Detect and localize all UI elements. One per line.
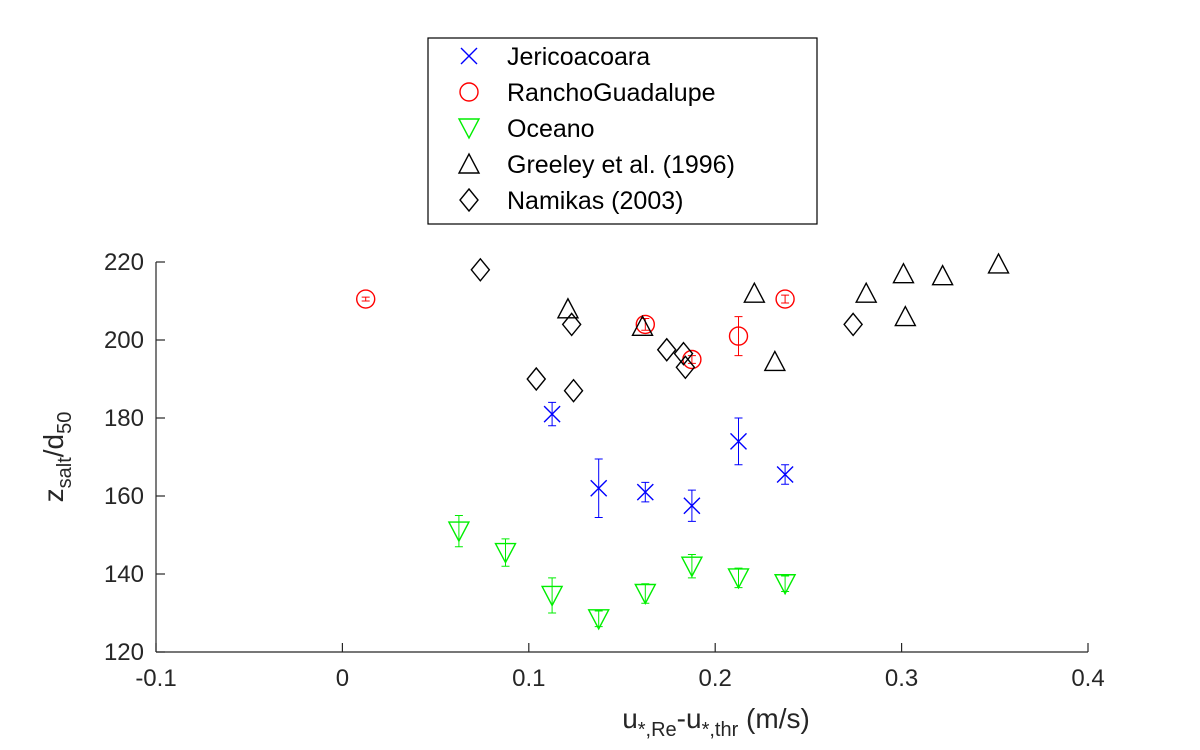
series-namikas-2003 xyxy=(470,257,864,403)
legend-marker xyxy=(459,82,479,102)
legend-label: Oceano xyxy=(507,115,595,143)
data-point xyxy=(673,341,694,366)
error-bar xyxy=(687,554,696,579)
data-point xyxy=(892,262,915,284)
series-ranchoguadalupe xyxy=(356,289,795,370)
error-bar xyxy=(734,567,743,589)
data-point xyxy=(631,314,654,337)
y-axis-label: zsalt/d50 xyxy=(38,412,76,503)
data-point xyxy=(563,378,584,403)
data-point xyxy=(540,585,564,607)
y-tick-label: 220 xyxy=(104,249,144,276)
data-point xyxy=(728,326,749,346)
data-point xyxy=(447,521,471,543)
data-point xyxy=(730,432,747,450)
error-bar xyxy=(594,610,603,628)
axes: -0.1 0 0.1 0.2 0.3 0.4 120 140 160 180 200 220 xyxy=(104,249,1105,692)
x-tick-label: 0.1 xyxy=(512,665,545,692)
data-point xyxy=(494,542,517,565)
x-axis-label: u*,Re-u*,thr (m/s) xyxy=(622,703,810,741)
data-point xyxy=(727,568,750,590)
data-point xyxy=(680,556,704,578)
data-point xyxy=(773,574,797,596)
data-point xyxy=(590,479,608,497)
data-point xyxy=(855,281,878,303)
data-point xyxy=(356,289,376,309)
data-point xyxy=(683,497,701,515)
error-bar xyxy=(734,316,743,357)
series-oceano xyxy=(447,515,797,631)
data-point xyxy=(776,466,794,484)
data-point xyxy=(763,349,787,372)
x-tick-label: 0.2 xyxy=(699,665,732,692)
data-point xyxy=(470,257,491,282)
legend-label: Greeley et al. (1996) xyxy=(507,151,735,179)
data-point xyxy=(743,281,766,303)
legend-box xyxy=(427,37,818,225)
error-bar xyxy=(548,577,557,614)
data-point xyxy=(635,314,655,335)
series-jericoacoara xyxy=(543,401,794,522)
y-tick-label: 160 xyxy=(104,483,144,510)
data-point xyxy=(775,289,795,309)
data-point xyxy=(987,252,1010,274)
y-tick-label: 120 xyxy=(104,639,144,666)
error-bar xyxy=(781,294,790,304)
data-marks xyxy=(356,252,1010,631)
y-tick-label: 140 xyxy=(104,561,144,588)
x-tick-label: -0.1 xyxy=(135,665,176,692)
y-tick-label: 180 xyxy=(104,405,144,432)
legend-label: RanchoGuadalupe xyxy=(507,79,716,107)
data-point xyxy=(561,312,582,337)
legend-marker xyxy=(459,187,479,213)
data-point xyxy=(543,405,561,423)
data-point xyxy=(587,609,610,631)
series-greeley-et-al-1996 xyxy=(556,252,1010,372)
x-tick-label: 0.4 xyxy=(1071,665,1104,692)
legend-label: Jericoacoara xyxy=(507,43,650,71)
x-tick-label: 0.3 xyxy=(885,665,918,692)
legend-label: Namikas (2003) xyxy=(507,187,683,215)
legend-marker xyxy=(460,47,478,65)
data-point xyxy=(843,312,864,337)
error-bar xyxy=(781,575,790,593)
data-point xyxy=(556,297,580,319)
data-point xyxy=(894,305,917,327)
data-point xyxy=(634,583,657,606)
legend-marker xyxy=(457,118,481,140)
legend: Jericoacoara RanchoGuadalupe Oceano Greeley… xyxy=(427,37,818,225)
x-tick-label: 0 xyxy=(336,665,349,692)
data-point xyxy=(675,355,696,380)
data-point xyxy=(526,366,547,392)
error-bar xyxy=(641,583,650,604)
data-point xyxy=(636,483,654,501)
y-tick-label: 200 xyxy=(104,327,144,354)
data-point xyxy=(656,337,677,362)
legend-marker xyxy=(457,152,481,174)
data-point xyxy=(931,264,954,286)
error-bar xyxy=(361,296,370,302)
